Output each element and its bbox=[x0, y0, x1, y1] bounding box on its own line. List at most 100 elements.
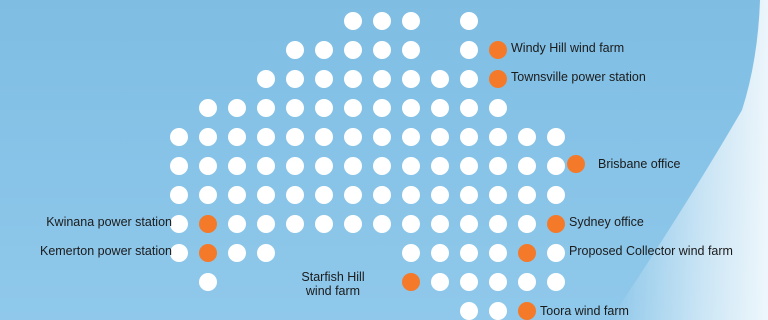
grid-dot bbox=[547, 157, 565, 175]
grid-dot bbox=[344, 128, 362, 146]
grid-dot bbox=[170, 215, 188, 233]
grid-dot bbox=[547, 186, 565, 204]
grid-dot bbox=[199, 157, 217, 175]
grid-dot bbox=[402, 12, 420, 30]
grid-dot bbox=[286, 99, 304, 117]
grid-dot bbox=[460, 12, 478, 30]
grid-dot bbox=[431, 244, 449, 262]
label-starfish-hill: Starfish Hill wind farm bbox=[301, 270, 365, 298]
grid-dot bbox=[344, 99, 362, 117]
label-brisbane: Brisbane office bbox=[598, 157, 681, 171]
grid-dot bbox=[286, 70, 304, 88]
grid-dot bbox=[373, 128, 391, 146]
grid-dot bbox=[489, 128, 507, 146]
grid-dot bbox=[228, 215, 246, 233]
grid-dot bbox=[257, 70, 275, 88]
grid-dot bbox=[431, 215, 449, 233]
site-marker-proposed-collector bbox=[518, 244, 536, 262]
grid-dot bbox=[373, 99, 391, 117]
grid-dot bbox=[431, 157, 449, 175]
grid-dot bbox=[489, 273, 507, 291]
grid-dot bbox=[489, 157, 507, 175]
grid-dot bbox=[402, 70, 420, 88]
site-marker-kwinana bbox=[199, 215, 217, 233]
grid-dot bbox=[344, 70, 362, 88]
grid-dot bbox=[315, 128, 333, 146]
grid-dot bbox=[460, 186, 478, 204]
site-marker-brisbane bbox=[567, 155, 585, 173]
grid-dot bbox=[373, 12, 391, 30]
grid-dot bbox=[344, 157, 362, 175]
grid-dot bbox=[286, 157, 304, 175]
grid-dot bbox=[489, 302, 507, 320]
grid-dot bbox=[170, 157, 188, 175]
grid-dot bbox=[228, 244, 246, 262]
grid-dot bbox=[315, 215, 333, 233]
grid-dot bbox=[286, 215, 304, 233]
grid-dot bbox=[170, 186, 188, 204]
grid-dot bbox=[431, 70, 449, 88]
grid-dot bbox=[518, 215, 536, 233]
grid-dot bbox=[431, 99, 449, 117]
grid-dot bbox=[373, 215, 391, 233]
grid-dot bbox=[402, 215, 420, 233]
grid-dot bbox=[402, 157, 420, 175]
grid-dot bbox=[344, 41, 362, 59]
grid-dot bbox=[489, 244, 507, 262]
grid-dot bbox=[373, 70, 391, 88]
grid-dot bbox=[373, 41, 391, 59]
grid-dot bbox=[286, 186, 304, 204]
grid-dot bbox=[373, 186, 391, 204]
grid-dot bbox=[373, 157, 391, 175]
grid-dot bbox=[228, 157, 246, 175]
label-sydney: Sydney office bbox=[569, 215, 644, 229]
grid-dot bbox=[460, 41, 478, 59]
grid-dot bbox=[460, 99, 478, 117]
grid-dot bbox=[257, 157, 275, 175]
grid-dot bbox=[228, 99, 246, 117]
grid-dot bbox=[489, 99, 507, 117]
grid-dot bbox=[315, 157, 333, 175]
grid-dot bbox=[460, 215, 478, 233]
grid-dot bbox=[518, 273, 536, 291]
grid-dot bbox=[431, 186, 449, 204]
grid-dot bbox=[199, 128, 217, 146]
site-marker-starfish-hill bbox=[402, 273, 420, 291]
grid-dot bbox=[257, 186, 275, 204]
label-kemerton: Kemerton power station bbox=[39, 244, 172, 258]
grid-dot bbox=[344, 12, 362, 30]
grid-dot bbox=[489, 215, 507, 233]
grid-dot bbox=[257, 215, 275, 233]
grid-dot bbox=[547, 244, 565, 262]
grid-dot bbox=[315, 186, 333, 204]
grid-dot bbox=[402, 41, 420, 59]
site-marker-toora bbox=[518, 302, 536, 320]
grid-dot bbox=[315, 70, 333, 88]
label-kwinana: Kwinana power station bbox=[46, 215, 172, 229]
grid-dot bbox=[199, 186, 217, 204]
grid-dot bbox=[431, 128, 449, 146]
grid-dot bbox=[228, 128, 246, 146]
label-toora: Toora wind farm bbox=[540, 304, 629, 318]
grid-dot bbox=[257, 99, 275, 117]
grid-dot bbox=[199, 99, 217, 117]
grid-dot bbox=[402, 99, 420, 117]
grid-dot bbox=[199, 273, 217, 291]
grid-dot bbox=[257, 244, 275, 262]
grid-dot bbox=[460, 157, 478, 175]
label-proposed-collector: Proposed Collector wind farm bbox=[569, 244, 733, 258]
grid-dot bbox=[228, 186, 246, 204]
label-windy-hill: Windy Hill wind farm bbox=[511, 41, 625, 55]
grid-dot bbox=[460, 273, 478, 291]
site-marker-windy-hill bbox=[489, 41, 507, 59]
site-marker-sydney bbox=[547, 215, 565, 233]
grid-dot bbox=[257, 128, 275, 146]
grid-dot bbox=[286, 41, 304, 59]
grid-dot bbox=[518, 186, 536, 204]
grid-dot bbox=[402, 128, 420, 146]
grid-dot bbox=[402, 244, 420, 262]
grid-dot bbox=[547, 273, 565, 291]
grid-dot bbox=[344, 186, 362, 204]
